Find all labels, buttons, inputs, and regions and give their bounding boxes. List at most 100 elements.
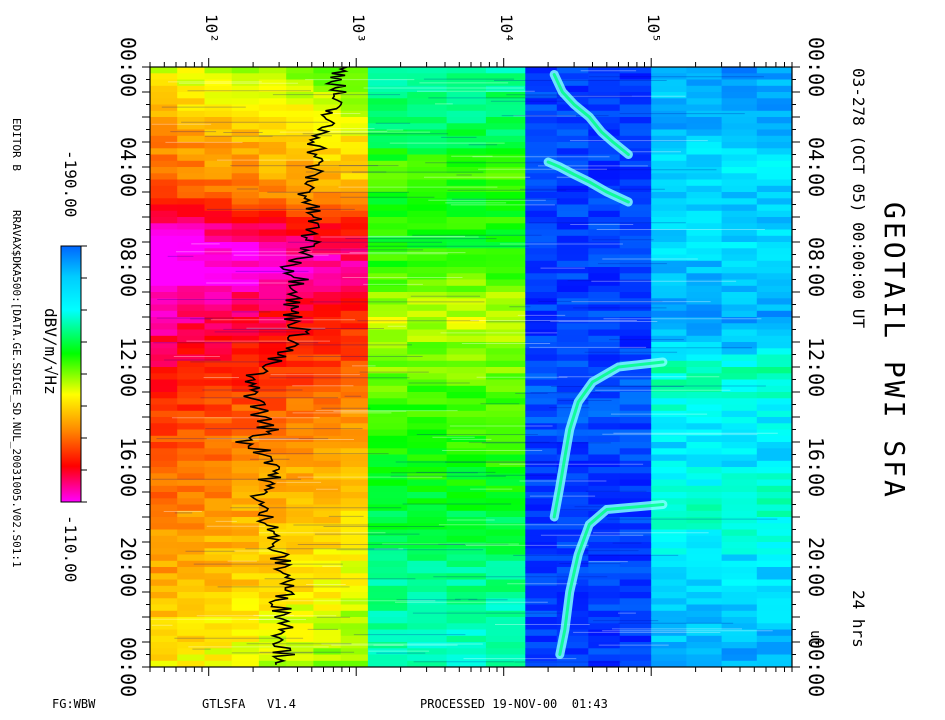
spectrogram-cell [177,642,205,649]
spectrogram-cell [525,373,558,381]
spectrogram-cell [150,454,178,462]
spectrogram-cell [367,560,408,568]
spectrogram-cell [407,504,448,512]
spectrogram-cell [313,242,342,249]
spectrogram-cell [721,560,758,568]
spectrogram-cell [367,442,408,449]
spectrogram-cell [619,548,652,556]
spectrogram-cell [756,585,792,593]
spectrogram-cell [204,98,233,106]
spectrogram-cell [177,517,205,524]
spectrogram-cell [588,67,621,74]
spectrogram-cell [756,85,792,93]
spectrogram-cell [619,404,652,412]
spectrogram-cell [367,285,408,293]
spectrogram-cell [286,573,314,581]
spectrogram-cell [367,498,408,506]
spectrogram-cell [258,192,287,199]
spectrogram-cell [619,510,652,518]
spectrogram-cell [686,73,723,81]
spectrogram-cell [204,285,233,293]
spectrogram-cell [204,579,233,587]
spectrogram-cell [231,542,260,549]
spectrogram-cell [231,367,260,374]
spectrogram-cell [686,610,723,618]
spectrogram-cell [340,410,369,418]
spectrogram-cell [407,198,448,206]
spectrogram-cell [525,485,558,493]
spectrogram-cell [588,379,621,387]
spectrogram-cell [367,367,408,374]
spectrogram-cell [485,304,526,312]
spectrogram-cell [721,598,758,606]
spectrogram-cell [313,392,342,399]
spectrogram-cell [204,79,233,87]
spectrogram-cell [686,210,723,218]
spectrogram-cell [150,329,178,337]
spectrogram-cell [588,648,621,656]
spectrogram-cell [340,492,369,499]
spectrogram-cell [619,460,652,468]
spectrogram-cell [619,604,652,612]
spectrogram-cell [756,417,792,424]
spectrogram-cell [556,392,589,399]
spectrogram-cell [686,85,723,93]
spectrogram-cell [651,648,687,656]
spectrogram-cell [619,117,652,124]
spectrogram-cell [150,548,178,556]
spectrogram-cell [485,254,526,262]
spectrogram-cell [525,235,558,243]
spectrogram-cell [367,323,408,331]
spectrogram-cell [756,429,792,437]
spectrogram-cell [651,485,687,493]
spectrogram-cell [313,348,342,356]
spectrogram-cell [150,323,178,331]
spectrogram-cell [286,229,314,237]
spectrogram-cell [407,648,448,656]
spectrogram-cell [313,629,342,637]
spectrogram-cell [313,148,342,156]
spectrogram-cell [525,273,558,281]
spectrogram-cell [756,179,792,187]
spectrogram-cell [367,242,408,249]
spectrogram-cell [177,329,205,337]
spectrogram-cell [686,135,723,143]
spectrogram-cell [756,192,792,199]
spectrogram-cell [367,373,408,381]
spectrogram-cell [313,385,342,393]
spectrogram-cell [258,142,287,149]
spectrogram-cell [525,248,558,256]
spectrogram-cell [204,535,233,543]
spectrogram-cell [177,629,205,637]
spectrogram-cell [756,542,792,549]
spectrogram-cell [286,304,314,312]
spectrogram-cell [525,642,558,649]
spectrogram-cell [177,229,205,237]
spectrogram-cell [177,254,205,262]
spectrogram-cell [556,254,589,262]
spectrogram-cell [686,467,723,474]
spectrogram-cell [150,592,178,599]
spectrogram-cell [756,410,792,418]
spectrogram-cell [446,229,487,237]
spectrogram-cell [651,242,687,249]
spectrogram-cell [446,354,487,362]
spectrogram-cell [231,535,260,543]
spectrogram-cell [485,160,526,168]
spectrogram-cell [446,604,487,612]
spectrogram-cell [150,523,178,531]
spectrogram-cell [485,654,526,662]
spectrogram-cell [525,392,558,399]
spectrogram-cell [485,360,526,368]
spectrogram-cell [485,385,526,393]
spectrogram-cell [651,467,687,474]
spectrogram-cell [619,123,652,131]
time-axis-ticks [142,66,800,668]
spectrogram-cell [525,429,558,437]
spectrogram-cell [651,379,687,387]
spectrogram-cell [258,448,287,456]
spectrogram-cell [313,529,342,537]
spectrogram-cell [177,160,205,168]
spectrogram-cell [525,310,558,318]
spectrogram-cell [258,629,287,637]
